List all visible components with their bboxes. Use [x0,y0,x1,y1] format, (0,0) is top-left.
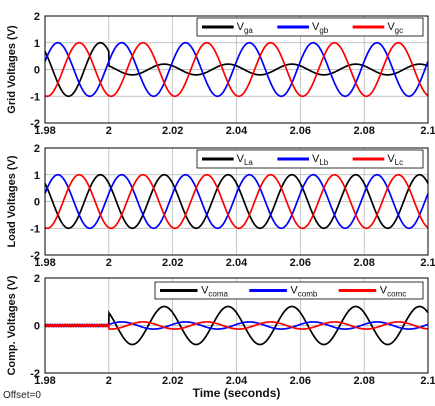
axes-frame [44,147,429,256]
legend-box [196,17,424,37]
legend-subscript: coma [208,290,228,299]
y-tick-label: -2 [30,118,40,130]
y-tick-label: 2 [34,11,40,23]
y-tick-label: 0 [34,65,40,77]
x-tick-label: 2.08 [353,257,374,269]
x-tick-label: 2 [106,125,112,137]
offset-label: Offset=0 [3,390,41,401]
legend-box [154,281,424,300]
series-line-comc [44,321,429,330]
y-axis-label: Grid Voltages (V) [6,25,18,114]
legend-subscript: comb [298,290,318,299]
y-tick-label: 0 [34,321,40,333]
y-tick-label: 0 [34,197,40,209]
x-tick-label: 2.08 [353,125,374,137]
series-line-Lb [44,173,429,230]
chart-panel-2: 1.98 2 2.02 2.04 2.06 2.08 2.1 2 1 0 -1 -2 Load Volt… [6,143,435,269]
legend-subscript: gc [395,26,403,35]
y-tick-label: 2 [34,143,40,155]
axes-frame [44,15,429,124]
x-tick-label: 2.06 [290,257,311,269]
x-tick-label: 2.02 [162,125,183,137]
series-line-La [44,173,429,230]
legend-subscript: Lb [319,158,328,167]
x-tick-label: 2 [106,375,112,387]
series-line-gc [44,41,429,98]
x-tick-label: 2.1 [420,257,435,269]
x-tick-label: 1.98 [34,375,55,387]
legend-subscript: ga [244,26,253,35]
x-axis-label: Time (seconds) [193,386,281,400]
x-tick-label: 1.98 [34,125,55,137]
series-line-coma [44,305,429,346]
x-tick-label: 1.98 [34,257,55,269]
series-line-ga [44,41,429,98]
x-tick-label: 2.06 [290,125,311,137]
x-tick-label: 2.06 [290,375,311,387]
chart-panel-1: 1.98 2 2.02 2.04 2.06 2.08 2.1 2 1 0 -1 -2 Grid Volt… [6,11,435,137]
y-tick-label: 1 [34,170,40,182]
series-line-gb [44,41,429,98]
x-tick-label: 2.04 [226,125,248,137]
legend-subscript: La [244,158,253,167]
chart-panel-3: 1.98 2 2.02 2.04 2.06 2.08 2.1 2 0 -2 Comp. Voltag… [6,273,435,400]
y-tick-label: -1 [30,223,40,235]
x-tick-label: 2.02 [162,375,183,387]
y-tick-label: -2 [30,368,40,380]
x-tick-label: 2.08 [353,375,374,387]
y-tick-label: 2 [34,273,40,285]
x-tick-label: 2.04 [226,257,248,269]
x-tick-label: 2.1 [420,125,435,137]
x-tick-label: 2.1 [420,375,435,387]
y-axis-label: Load Voltages (V) [6,155,18,247]
legend: Vga Vgb Vgc [196,17,424,37]
legend-subscript: gb [319,26,328,35]
y-tick-label: -1 [30,91,40,103]
axes-frame [44,277,429,374]
series-line-Lc [44,173,429,230]
y-axis-label: Comp. Voltages (V) [6,275,18,375]
y-tick-label: -2 [30,250,40,262]
x-tick-label: 2 [106,257,112,269]
x-tick-label: 2.04 [226,375,248,387]
legend-subscript: Lc [395,158,403,167]
legend-box [196,149,424,169]
y-tick-label: 1 [34,38,40,50]
legend-subscript: comc [387,290,406,299]
legend: Vcoma Vcomb Vcomc [154,281,424,300]
legend: VLa VLb VLc [196,149,424,169]
x-tick-label: 2.02 [162,257,183,269]
